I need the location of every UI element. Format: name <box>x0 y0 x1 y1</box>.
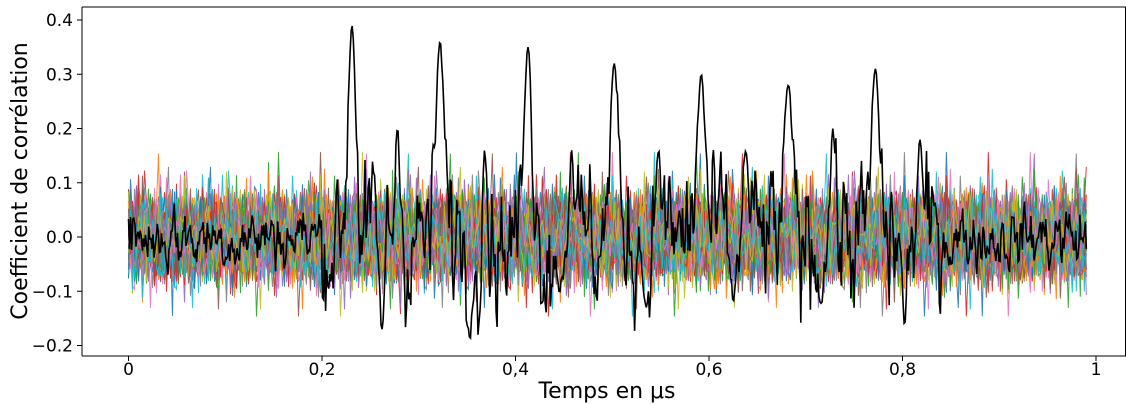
y-tick-label: 0.3 <box>46 65 73 85</box>
y-tick-label: 0.0 <box>46 228 73 248</box>
y-tick-label: 0.1 <box>46 174 73 194</box>
y-tick-label: −0.2 <box>32 337 73 357</box>
x-tick-label: 0,8 <box>889 360 916 380</box>
y-tick-label: 0.2 <box>46 120 73 140</box>
highlight-trace <box>127 25 1088 340</box>
x-tick-label: 1 <box>1091 360 1102 380</box>
y-tick-label: −0.1 <box>32 282 73 302</box>
y-tick-label: 0.4 <box>46 11 73 31</box>
highlight-line <box>127 25 1088 340</box>
noise-trace-50 <box>128 153 1087 296</box>
noise-trace-49 <box>128 166 1087 310</box>
background-noise-traces <box>128 152 1087 317</box>
x-tick-label: 0,2 <box>308 360 335 380</box>
tick-marks-and-labels: 0 0,2 0,4 0,6 0,8 1 −0.2 −0.1 0.0 0.1 0.2 0.3 0.4 <box>32 11 1102 380</box>
x-tick-label: 0 <box>123 360 134 380</box>
y-axis-label: Coefficient de corrélation <box>8 42 33 319</box>
x-tick-label: 0,4 <box>502 360 529 380</box>
axes <box>81 6 1126 357</box>
x-tick-label: 0,6 <box>695 360 722 380</box>
x-axis-label: Temps en μs <box>537 379 675 404</box>
